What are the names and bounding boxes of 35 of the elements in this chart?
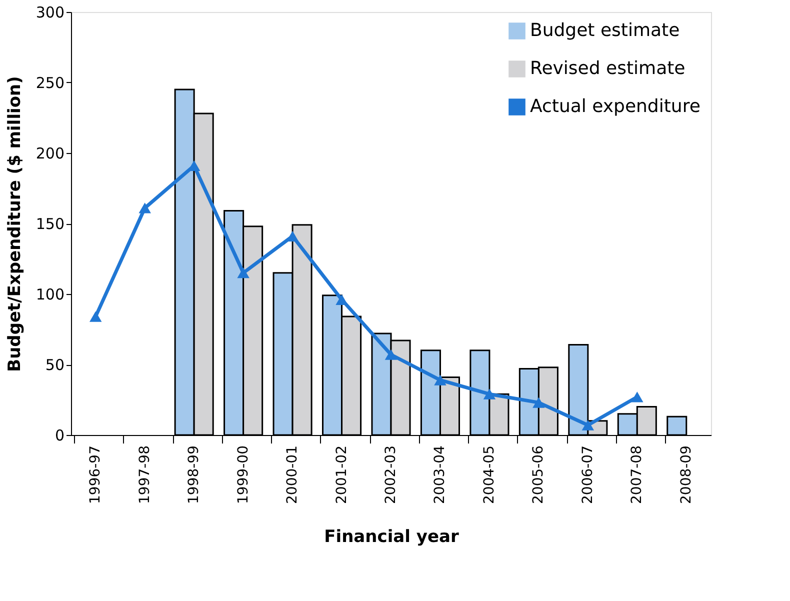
legend-label: Revised estimate [530, 58, 686, 79]
x-tick-label: 2000-01 [284, 446, 301, 504]
x-tick-label: 2006-07 [580, 446, 596, 504]
y-tick-label: 50 [45, 356, 64, 374]
point [532, 397, 545, 408]
point [384, 349, 398, 360]
x-axis-title: Financial year [324, 526, 460, 547]
point [138, 202, 151, 214]
y-tick-label: 0 [54, 426, 64, 444]
point [237, 268, 250, 278]
x-tick-label: 2008-09 [678, 446, 694, 504]
x-tick-label: 2007-08 [629, 446, 646, 504]
y-tick-label: 200 [36, 144, 64, 162]
point [483, 388, 496, 400]
legend-label: Budget estimate [530, 20, 680, 41]
legend-label: Actual expenditure [530, 96, 700, 117]
y-tick-label: 300 [36, 4, 64, 22]
x-tick-label: 1999-00 [235, 446, 252, 504]
y-axis-title: Budget/Expenditure ($ million) [4, 76, 25, 372]
x-tick-label: 1997-98 [136, 446, 153, 504]
point [89, 311, 102, 322]
x-tick-label: 2005-06 [530, 445, 547, 504]
y-tick-label: 250 [36, 74, 64, 92]
x-tick-label: 2004-05 [481, 446, 498, 504]
point [631, 392, 644, 402]
point [336, 294, 348, 305]
y-tick-label: 150 [36, 215, 64, 233]
y-tick-label: 100 [36, 286, 64, 304]
x-tick-label: 2002-03 [383, 446, 399, 504]
x-tick-label: 2003-04 [432, 445, 448, 504]
x-tick-label: 2001-02 [334, 446, 350, 504]
point [582, 420, 594, 430]
x-tick-label: 1996-97 [88, 446, 104, 504]
point [434, 374, 446, 386]
x-tick-label: 1998-99 [186, 446, 202, 504]
